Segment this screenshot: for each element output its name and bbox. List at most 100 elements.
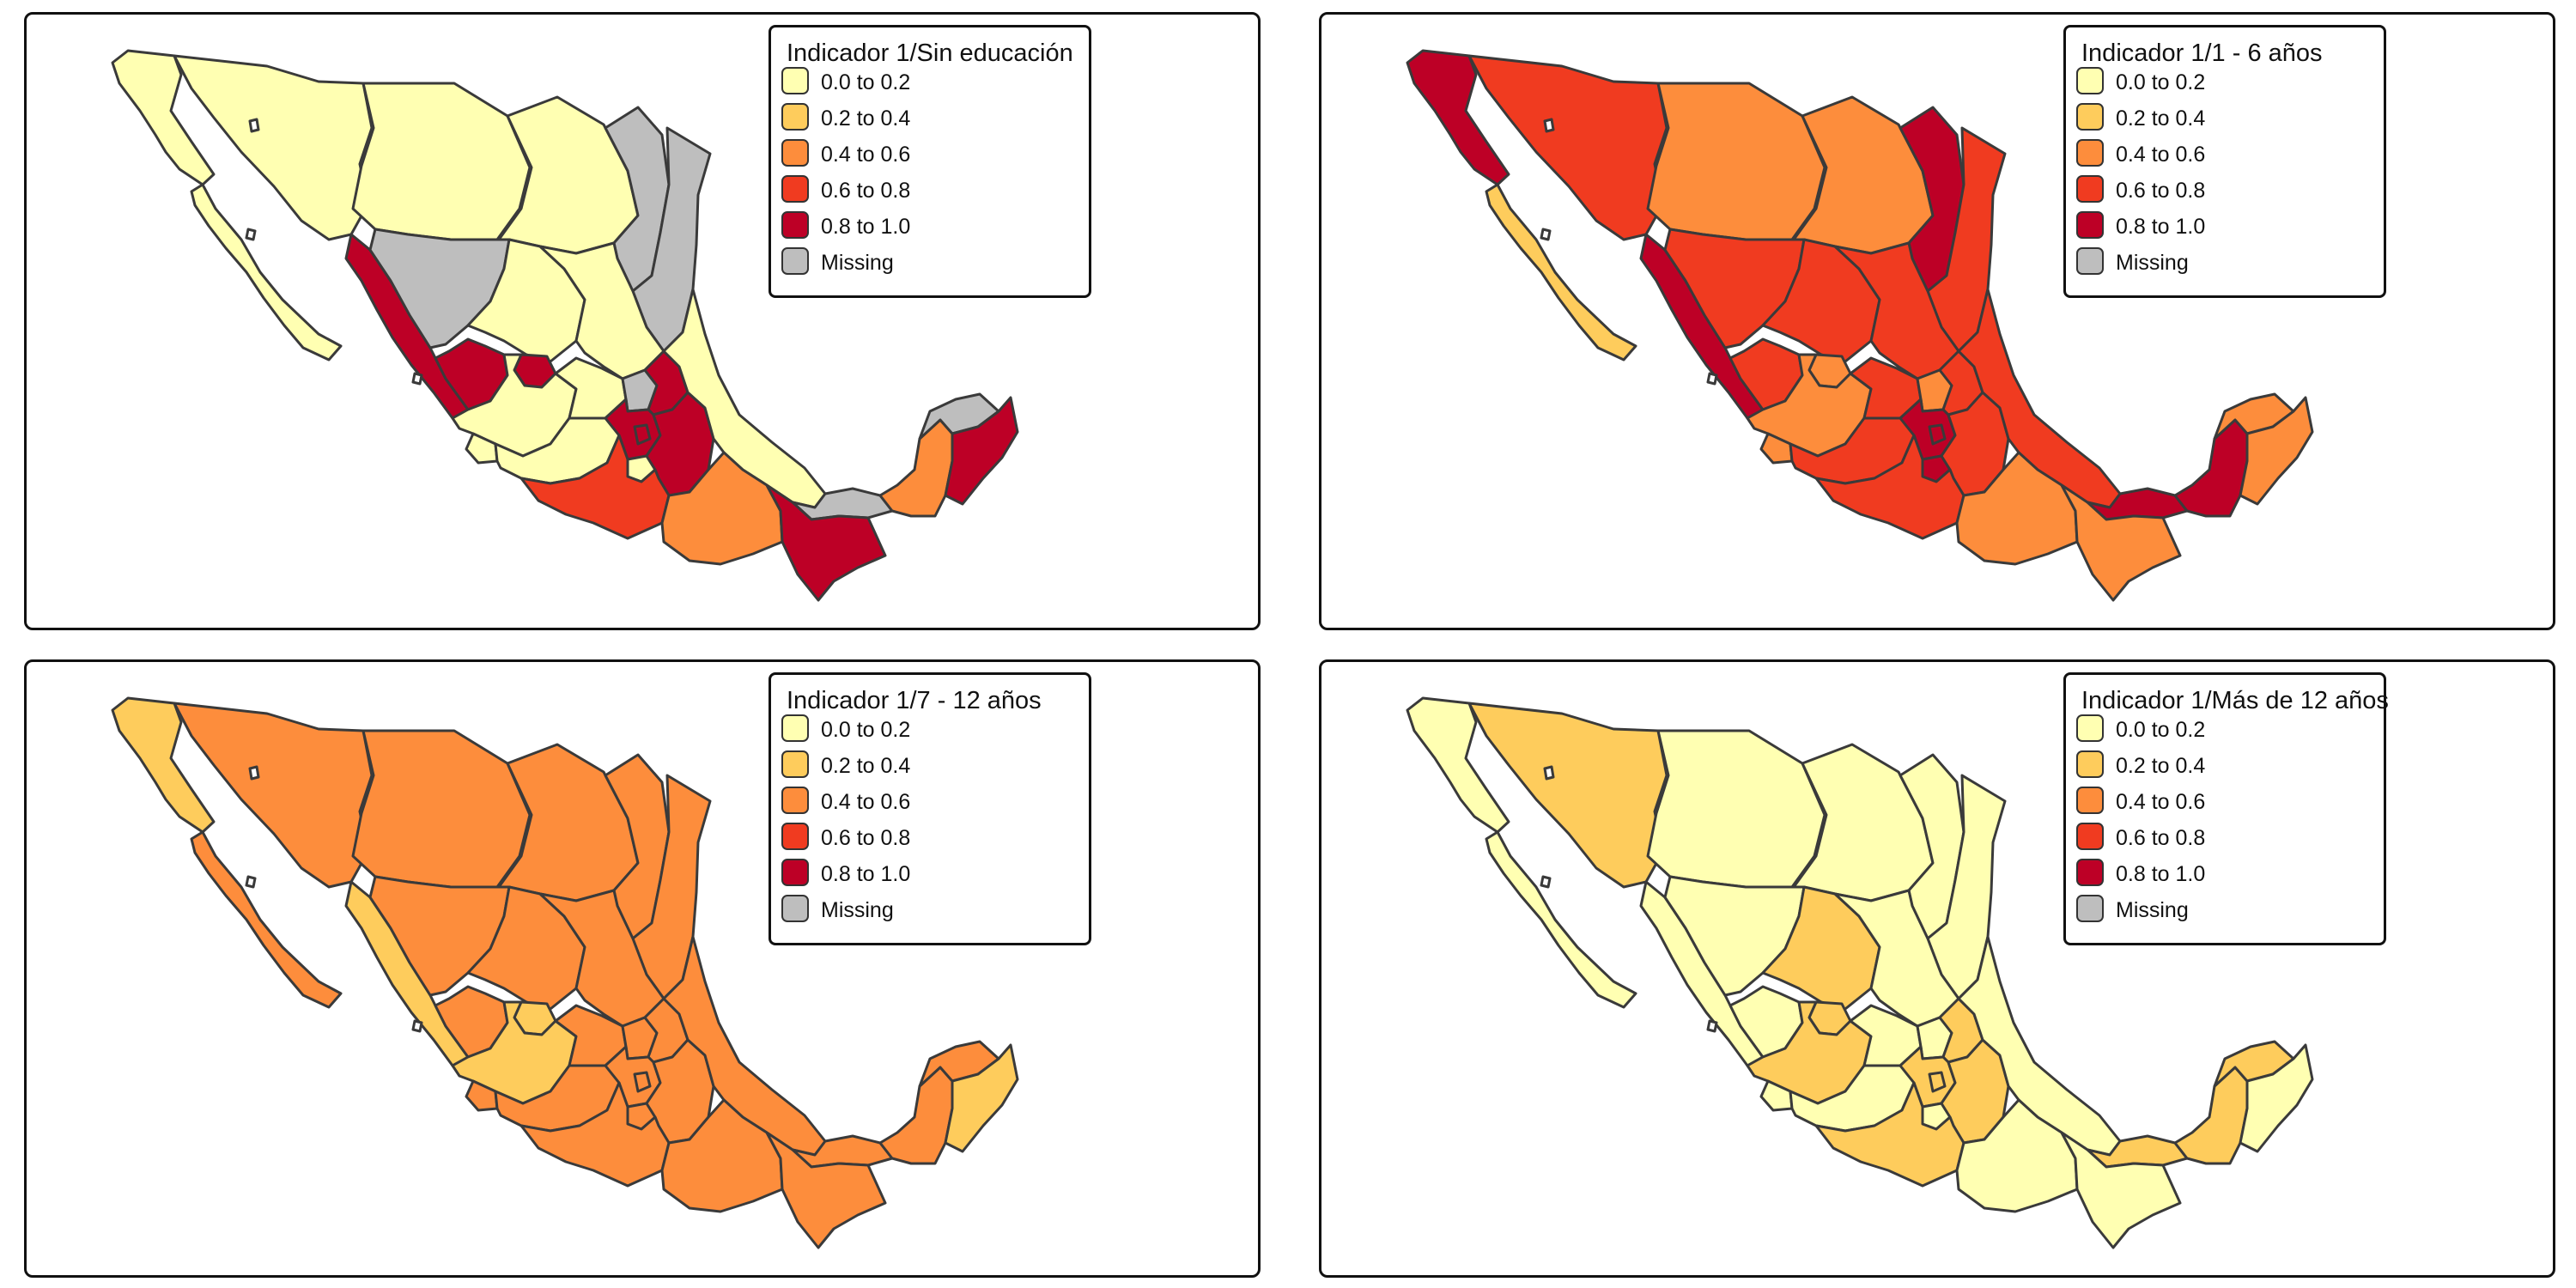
legend-swatch bbox=[2076, 823, 2104, 850]
legend-item: 0.4 to 0.6 bbox=[781, 137, 1073, 168]
region-campeche bbox=[878, 1066, 954, 1165]
island-2 bbox=[1540, 228, 1552, 241]
region-quintana-roo bbox=[2239, 1043, 2314, 1153]
legend-label: Missing bbox=[821, 898, 894, 922]
legend-swatch bbox=[781, 247, 809, 275]
legend-swatch bbox=[781, 139, 809, 167]
region-baja-california-sur bbox=[1485, 183, 1637, 361]
legend-label: Missing bbox=[2116, 898, 2189, 922]
legend-label: 0.2 to 0.4 bbox=[2116, 754, 2206, 778]
legend-label: 0.4 to 0.6 bbox=[821, 143, 911, 167]
region-quintana-roo bbox=[2239, 396, 2314, 506]
legend-label: 0.8 to 1.0 bbox=[2116, 215, 2206, 239]
region-baja-california-sur bbox=[190, 830, 343, 1009]
legend-swatch bbox=[2076, 103, 2104, 131]
legend-swatch bbox=[2076, 175, 2104, 203]
region-guerrero bbox=[1814, 1081, 1965, 1188]
region-baja-california-sur bbox=[1485, 830, 1637, 1009]
legend-item: 0.2 to 0.4 bbox=[781, 101, 1073, 132]
legend-label: 0.6 to 0.8 bbox=[821, 826, 911, 850]
island-3 bbox=[1706, 1019, 1718, 1033]
legend-label: 0.0 to 0.2 bbox=[2116, 70, 2206, 94]
legend-item: Missing bbox=[781, 246, 1073, 276]
region-baja-california bbox=[1406, 696, 1510, 834]
region-baja-california bbox=[111, 696, 216, 834]
legend-item: 0.6 to 0.8 bbox=[2076, 821, 2368, 852]
legend-label: 0.6 to 0.8 bbox=[2116, 826, 2206, 850]
legend-label: Missing bbox=[2116, 251, 2189, 275]
mexico-choropleth-map bbox=[111, 696, 1019, 1249]
legend-label: 0.8 to 1.0 bbox=[821, 862, 911, 886]
map-panel-1: Indicador 1/Sin educación 0.0 to 0.2 0.2 … bbox=[24, 12, 1261, 630]
legend-item: 0.8 to 1.0 bbox=[781, 857, 1073, 888]
region-baja-california-sur bbox=[190, 183, 343, 361]
legend-swatch bbox=[2076, 67, 2104, 94]
region-chihuahua bbox=[1646, 82, 1826, 241]
legend-item: 0.0 to 0.2 bbox=[2076, 713, 2368, 744]
legend-title: Indicador 1/1 - 6 años bbox=[2081, 39, 2323, 67]
legend-item: 0.8 to 1.0 bbox=[2076, 210, 2368, 240]
legend-swatch bbox=[2076, 895, 2104, 922]
region-chiapas bbox=[765, 483, 887, 602]
mexico-choropleth-map bbox=[111, 49, 1019, 602]
legend-swatch bbox=[781, 787, 809, 814]
island-2 bbox=[245, 875, 257, 889]
region-cdmx bbox=[1928, 1071, 1947, 1093]
legend-item: 0.4 to 0.6 bbox=[781, 785, 1073, 816]
legend-label: 0.2 to 0.4 bbox=[821, 106, 911, 131]
region-chihuahua bbox=[1646, 729, 1826, 889]
legend-swatch bbox=[781, 103, 809, 131]
region-campeche bbox=[2173, 418, 2249, 518]
legend-label: 0.0 to 0.2 bbox=[2116, 718, 2206, 742]
legend-label: 0.0 to 0.2 bbox=[821, 718, 911, 742]
legend-swatch bbox=[2076, 211, 2104, 239]
island-1 bbox=[248, 118, 260, 133]
region-chihuahua bbox=[351, 729, 532, 889]
legend-item: 0.2 to 0.4 bbox=[2076, 101, 2368, 132]
region-guerrero bbox=[519, 1081, 671, 1188]
legend-item: 0.8 to 1.0 bbox=[2076, 857, 2368, 888]
map-legend: Indicador 1/1 - 6 años 0.0 to 0.2 0.2 to … bbox=[2063, 25, 2386, 298]
legend-label: 0.0 to 0.2 bbox=[821, 70, 911, 94]
legend-item: 0.2 to 0.4 bbox=[2076, 749, 2368, 780]
mexico-choropleth-map bbox=[1406, 49, 2314, 602]
map-legend: Indicador 1/7 - 12 años 0.0 to 0.2 0.2 to… bbox=[769, 672, 1091, 945]
mexico-choropleth-map bbox=[1406, 696, 2314, 1249]
legend-item: Missing bbox=[2076, 893, 2368, 924]
legend-swatch bbox=[781, 67, 809, 94]
legend-item: 0.4 to 0.6 bbox=[2076, 785, 2368, 816]
legend-item: Missing bbox=[781, 893, 1073, 924]
legend-item: 0.0 to 0.2 bbox=[2076, 65, 2368, 96]
region-chiapas bbox=[2060, 1131, 2182, 1249]
map-panel-4: Indicador 1/Más de 12 años 0.0 to 0.2 0.2… bbox=[1319, 659, 2555, 1278]
legend-item: 0.6 to 0.8 bbox=[781, 821, 1073, 852]
region-quintana-roo bbox=[944, 1043, 1019, 1153]
region-quintana-roo bbox=[944, 396, 1019, 506]
legend-swatch bbox=[781, 175, 809, 203]
map-panel-2: Indicador 1/1 - 6 años 0.0 to 0.2 0.2 to … bbox=[1319, 12, 2555, 630]
region-cdmx bbox=[633, 1071, 652, 1093]
region-baja-california bbox=[111, 49, 216, 186]
region-chiapas bbox=[2060, 483, 2182, 602]
legend-swatch bbox=[2076, 787, 2104, 814]
island-3 bbox=[1706, 372, 1718, 386]
legend-item: 0.6 to 0.8 bbox=[2076, 173, 2368, 204]
island-1 bbox=[1543, 118, 1555, 133]
legend-item: 0.2 to 0.4 bbox=[781, 749, 1073, 780]
region-guerrero bbox=[519, 434, 671, 540]
island-1 bbox=[248, 765, 260, 781]
legend-swatch bbox=[781, 895, 809, 922]
legend-title: Indicador 1/Sin educación bbox=[787, 39, 1073, 67]
legend-swatch bbox=[781, 211, 809, 239]
legend-label: 0.4 to 0.6 bbox=[2116, 143, 2206, 167]
region-colima bbox=[1759, 432, 1794, 465]
legend-label: 0.8 to 1.0 bbox=[2116, 862, 2206, 886]
legend-swatch bbox=[781, 714, 809, 742]
island-3 bbox=[411, 1019, 423, 1033]
region-cdmx bbox=[633, 423, 652, 446]
legend-label: 0.4 to 0.6 bbox=[821, 790, 911, 814]
legend-swatch bbox=[2076, 139, 2104, 167]
legend-swatch bbox=[2076, 859, 2104, 886]
legend-item: Missing bbox=[2076, 246, 2368, 276]
legend-label: 0.8 to 1.0 bbox=[821, 215, 911, 239]
